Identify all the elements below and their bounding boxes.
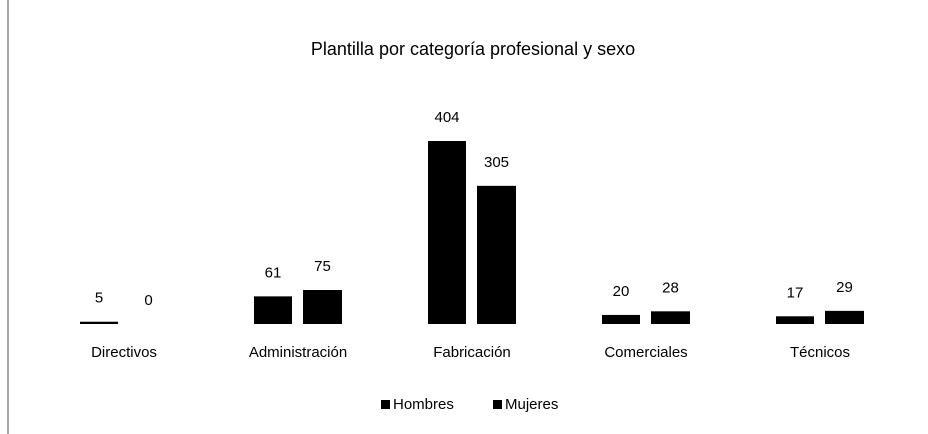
bar xyxy=(254,296,292,324)
value-label: 75 xyxy=(314,258,331,275)
bar xyxy=(80,321,118,324)
value-label: 0 xyxy=(144,292,152,309)
x-tick-label: Directivos xyxy=(91,344,157,361)
x-tick-label: Administración xyxy=(249,344,347,361)
bar xyxy=(825,310,864,324)
value-label: 28 xyxy=(662,279,679,296)
bar xyxy=(428,141,466,324)
value-label: 404 xyxy=(434,109,459,126)
x-tick-label: Técnicos xyxy=(790,344,850,361)
bar xyxy=(602,314,640,324)
value-label: 17 xyxy=(787,284,804,301)
value-label: 20 xyxy=(613,283,630,300)
chart-title: Plantilla por categoría profesional y se… xyxy=(311,39,635,59)
bar xyxy=(303,290,342,324)
value-label: 29 xyxy=(836,279,853,296)
x-tick-label: Comerciales xyxy=(604,344,687,361)
bar xyxy=(651,311,690,324)
bar xyxy=(477,185,516,324)
legend-swatch xyxy=(381,400,390,409)
value-label: 5 xyxy=(95,290,103,307)
bar xyxy=(776,316,814,324)
legend-swatch xyxy=(493,400,502,409)
x-tick-label: Fabricación xyxy=(433,344,511,361)
value-label: 305 xyxy=(484,154,509,171)
legend-label: Mujeres xyxy=(505,396,558,413)
value-label: 61 xyxy=(265,264,282,281)
legend-label: Hombres xyxy=(393,396,454,413)
